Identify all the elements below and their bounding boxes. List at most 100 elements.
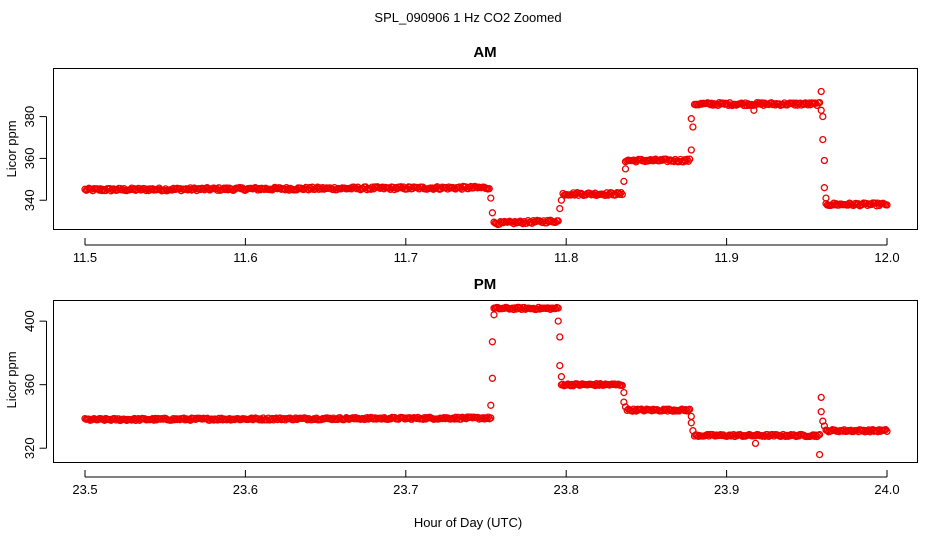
pm-data-point	[483, 414, 491, 423]
am-panel: AM Licor ppm 11.5 11.6 11.7 11.8 11.9 12.0 340…	[4, 44, 918, 265]
am-data-point	[307, 185, 315, 193]
am-data-points	[81, 87, 891, 229]
am-x-tick-label: 12.0	[874, 250, 899, 265]
figure-title: SPL_090906 1 Hz CO2 Zoomed	[374, 10, 561, 25]
pm-y-tick-label: 400	[22, 310, 37, 332]
pm-data-point	[769, 430, 777, 439]
am-data-point	[770, 100, 778, 108]
pm-data-point	[487, 414, 495, 422]
am-data-point	[557, 196, 566, 204]
pm-data-point	[490, 311, 498, 319]
pm-data-point	[487, 401, 495, 409]
pm-data-point	[820, 422, 829, 430]
am-x-tick-label: 11.6	[233, 250, 257, 265]
pm-axes: 23.5 23.6 23.7 23.8 23.9 24.0 320 360 400	[22, 310, 900, 497]
am-y-tick-label: 360	[22, 148, 37, 170]
pm-data-point	[554, 304, 562, 312]
am-data-point	[820, 184, 829, 192]
am-data-point	[750, 106, 758, 114]
pm-data-point	[883, 427, 891, 436]
am-data-point	[682, 157, 690, 165]
am-data-point	[485, 185, 493, 193]
am-data-point	[142, 186, 150, 195]
am-data-point	[687, 115, 695, 123]
x-axis-label: Hour of Day (UTC)	[414, 515, 522, 530]
am-data-point	[817, 87, 825, 96]
pm-data-point	[658, 407, 666, 415]
pm-data-point	[618, 381, 626, 390]
am-x-tick-label: 11.5	[73, 250, 97, 265]
pm-data-point	[687, 412, 695, 421]
pm-data-point	[376, 414, 384, 422]
am-data-point	[556, 204, 564, 213]
pm-x-tick-label: 23.6	[233, 482, 258, 497]
pm-data-point	[815, 450, 824, 459]
pm-data-point	[751, 439, 760, 448]
am-y-axis-label: Licor ppm	[4, 120, 19, 177]
pm-y-tick-label: 320	[22, 437, 37, 459]
am-data-point	[815, 98, 824, 107]
am-y-tick-label: 380	[22, 106, 37, 128]
pm-data-point	[682, 406, 690, 414]
pm-data-point	[815, 430, 824, 439]
pm-data-point	[812, 431, 820, 439]
am-data-point	[618, 190, 626, 199]
pm-data-point	[687, 419, 695, 427]
am-panel-title: AM	[473, 44, 496, 61]
am-axes: 11.5 11.6 11.7 11.8 11.9 12.0 340 360 380	[22, 106, 900, 265]
pm-x-tick-label: 23.9	[714, 482, 739, 497]
pm-data-point	[556, 361, 564, 370]
am-data-point	[414, 183, 422, 192]
pm-data-point	[817, 393, 825, 402]
pm-data-point	[349, 414, 357, 422]
pm-data-point	[620, 388, 628, 397]
pm-data-point	[488, 374, 497, 382]
pm-data-point	[554, 317, 562, 325]
am-data-point	[883, 201, 891, 209]
pm-y-tick-label: 360	[22, 374, 37, 396]
am-x-tick-label: 11.9	[714, 250, 738, 265]
pm-plot-frame	[53, 300, 918, 463]
pm-data-point	[488, 338, 497, 346]
am-data-point	[94, 185, 102, 193]
pm-x-tick-label: 23.8	[554, 482, 579, 497]
pm-panel-title: PM	[474, 276, 497, 293]
am-data-point	[686, 155, 694, 163]
am-data-point	[753, 99, 761, 107]
pm-data-point	[371, 414, 379, 422]
pm-data-points	[81, 303, 891, 459]
am-data-point	[621, 165, 630, 173]
am-data-point	[819, 135, 827, 144]
pm-data-point	[328, 415, 336, 424]
am-data-point	[689, 123, 697, 131]
am-data-point	[817, 106, 825, 114]
pm-data-point	[659, 405, 668, 413]
pm-panel: PM Licor ppm 23.5 23.6 23.7 23.8 23.9 24.0 320…	[4, 276, 918, 497]
am-data-point	[554, 217, 562, 225]
pm-data-point	[366, 414, 374, 423]
pm-data-point	[168, 416, 176, 424]
am-data-point	[819, 112, 827, 121]
am-y-tick-label: 340	[22, 189, 37, 211]
pm-data-point	[254, 415, 262, 423]
pm-data-point	[556, 333, 564, 341]
am-data-point	[488, 209, 497, 217]
pm-data-point	[882, 426, 890, 434]
am-data-point	[199, 184, 207, 193]
pm-data-point	[621, 403, 630, 411]
am-data-point	[705, 99, 713, 107]
am-data-point	[487, 194, 495, 202]
pm-data-point	[860, 426, 868, 435]
pm-data-point	[623, 406, 631, 415]
am-data-point	[220, 184, 228, 192]
pm-data-point	[620, 398, 628, 406]
pm-data-point	[703, 430, 712, 439]
am-x-tick-label: 11.8	[554, 250, 578, 265]
pm-x-tick-label: 23.7	[393, 482, 418, 497]
am-plot-frame	[53, 68, 918, 230]
pm-x-tick-label: 24.0	[874, 482, 899, 497]
am-x-tick-label: 11.7	[394, 250, 418, 265]
pm-data-point	[169, 414, 178, 423]
pm-y-axis-label: Licor ppm	[4, 351, 19, 408]
